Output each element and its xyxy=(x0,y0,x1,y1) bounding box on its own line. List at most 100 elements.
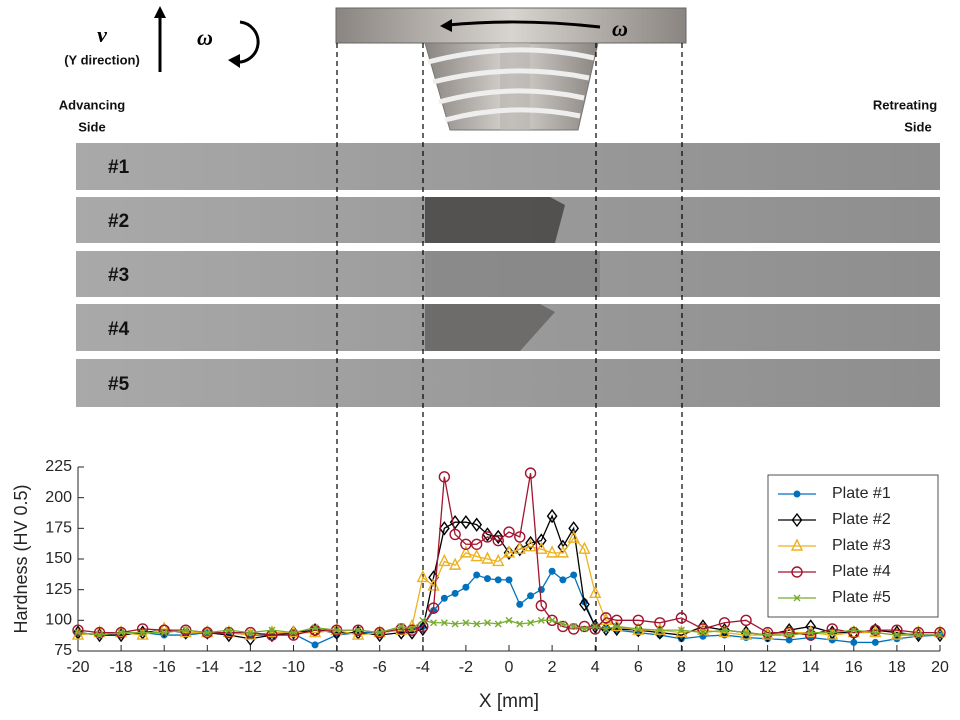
marker xyxy=(568,521,580,536)
plate-label: #2 xyxy=(108,211,129,232)
marker xyxy=(591,622,599,630)
marker xyxy=(483,575,491,583)
x-tick-label: 14 xyxy=(802,659,820,676)
marker xyxy=(936,631,944,639)
marker xyxy=(653,622,666,635)
x-tick-label: 18 xyxy=(888,659,906,676)
marker xyxy=(513,541,526,554)
marker xyxy=(828,629,836,637)
marker xyxy=(739,627,753,640)
marker xyxy=(201,625,213,640)
marker xyxy=(675,625,688,638)
speed-direction: (Y direction) xyxy=(64,52,140,67)
marker xyxy=(914,631,922,639)
marker xyxy=(537,586,545,594)
marker xyxy=(578,620,591,633)
marker xyxy=(761,626,774,639)
tool-omega: ω xyxy=(612,16,628,41)
marker xyxy=(333,626,341,634)
guide-lines xyxy=(336,43,683,651)
marker xyxy=(567,623,580,635)
marker xyxy=(514,542,526,557)
y-tick-label: 75 xyxy=(54,642,72,659)
marker xyxy=(761,627,774,640)
marker xyxy=(546,508,558,524)
marker xyxy=(579,597,590,612)
marker xyxy=(613,622,621,630)
y-tick-label: 200 xyxy=(45,489,72,506)
marker xyxy=(449,528,461,541)
y-tick-label: 100 xyxy=(45,612,72,629)
marker xyxy=(308,625,322,638)
marker xyxy=(451,589,459,597)
marker xyxy=(492,553,505,567)
side-label: Retreating xyxy=(873,97,937,112)
marker xyxy=(158,624,170,636)
x-tick-label: 2 xyxy=(548,659,557,676)
rotation-arrow xyxy=(235,20,260,64)
marker xyxy=(311,624,319,632)
marker xyxy=(265,625,279,638)
x-tick-label: -18 xyxy=(110,659,133,676)
marker xyxy=(311,641,319,649)
marker xyxy=(912,626,925,639)
marker xyxy=(850,626,858,634)
marker xyxy=(503,545,515,561)
y-tick-label: 125 xyxy=(45,581,72,598)
marker xyxy=(309,624,321,636)
marker xyxy=(440,619,448,627)
marker xyxy=(826,623,838,635)
x-tick-label: -10 xyxy=(282,659,305,676)
marker xyxy=(527,592,535,600)
side-label: Side xyxy=(78,119,105,134)
x-tick-label: 4 xyxy=(591,659,600,676)
marker xyxy=(871,629,879,637)
marker xyxy=(290,629,297,637)
legend-label: Plate #4 xyxy=(832,563,891,580)
x-tick-label: -8 xyxy=(329,659,343,676)
marker xyxy=(225,626,233,634)
marker xyxy=(793,594,801,602)
marker xyxy=(459,545,473,558)
marker xyxy=(408,625,416,633)
marker xyxy=(505,576,513,584)
marker xyxy=(471,517,483,532)
marker xyxy=(473,571,481,579)
marker xyxy=(74,629,82,637)
marker xyxy=(557,620,569,633)
marker xyxy=(599,612,613,626)
x-tick-label: -20 xyxy=(66,659,89,676)
marker xyxy=(602,625,610,633)
marker xyxy=(535,599,548,612)
marker xyxy=(848,626,860,639)
marker xyxy=(610,618,623,632)
y-tick-label: 175 xyxy=(45,520,72,537)
marker xyxy=(535,533,547,548)
marker xyxy=(451,620,459,628)
marker xyxy=(578,541,591,554)
marker xyxy=(697,623,709,635)
marker xyxy=(807,629,815,637)
marker xyxy=(525,535,536,551)
marker xyxy=(93,626,106,639)
marker xyxy=(548,567,556,575)
marker xyxy=(417,620,429,633)
plate-label: #1 xyxy=(108,157,130,178)
marker xyxy=(783,626,795,639)
x-tick-label: 10 xyxy=(716,659,734,676)
marker xyxy=(72,624,84,636)
marker xyxy=(354,626,362,634)
legend-label: Plate #5 xyxy=(832,589,891,606)
marker xyxy=(470,538,483,550)
marker xyxy=(535,541,548,554)
marker xyxy=(793,490,801,498)
plate-label: #4 xyxy=(108,319,130,340)
x-tick-label: -16 xyxy=(153,659,176,676)
x-tick-label: -12 xyxy=(239,659,262,676)
marker xyxy=(570,571,578,579)
marker xyxy=(427,602,440,614)
x-tick-label: 16 xyxy=(845,659,863,676)
marker xyxy=(222,625,235,638)
marker xyxy=(268,626,276,634)
